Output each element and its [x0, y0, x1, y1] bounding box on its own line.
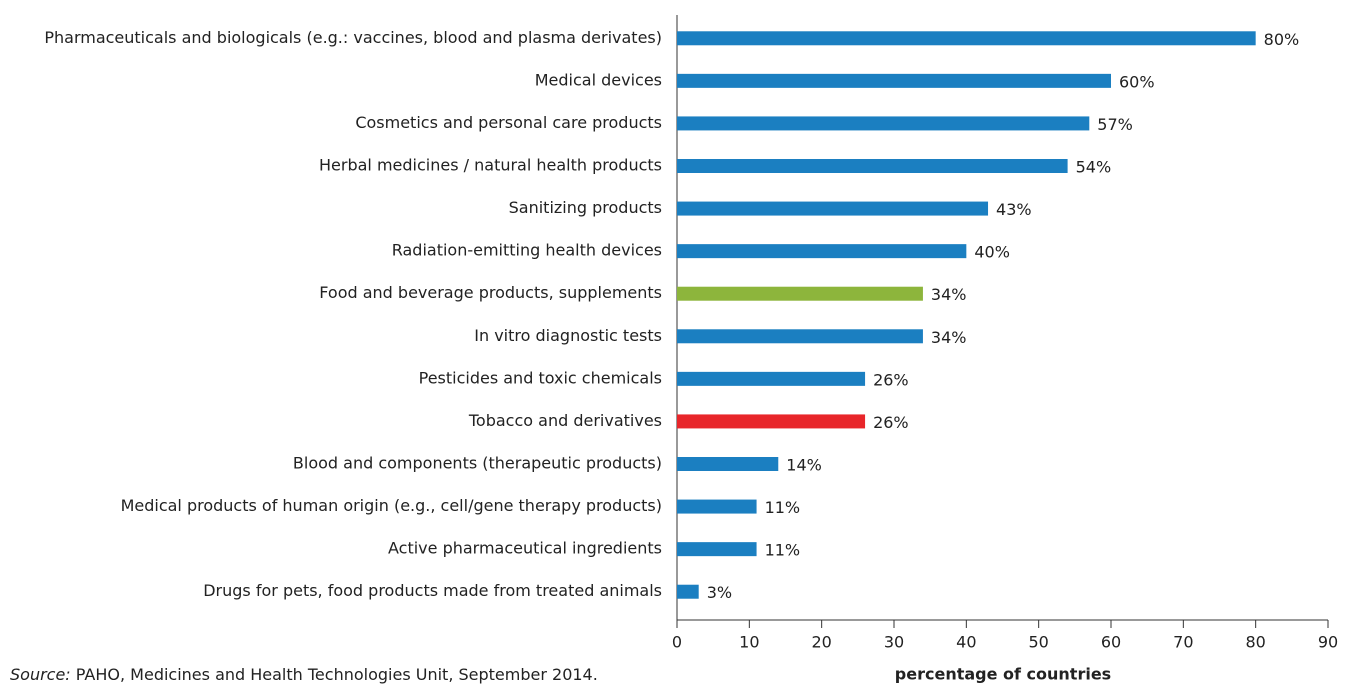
category-label: Active pharmaceutical ingredients: [388, 539, 662, 558]
category-label: Cosmetics and personal care products: [355, 113, 662, 132]
value-label: 60%: [1119, 72, 1155, 91]
source-label: Source:: [10, 665, 71, 684]
bar: [677, 584, 699, 599]
category-label: Food and beverage products, supplements: [319, 283, 662, 302]
category-label: Pesticides and toxic chemicals: [419, 368, 662, 387]
value-label: 57%: [1097, 115, 1133, 134]
category-label: In vitro diagnostic tests: [474, 326, 662, 345]
value-label: 40%: [974, 243, 1010, 262]
value-label: 11%: [765, 541, 801, 560]
category-label: Sanitizing products: [509, 198, 662, 217]
bar: [677, 286, 923, 301]
bar: [677, 414, 866, 429]
value-label: 43%: [996, 200, 1032, 219]
value-label: 26%: [873, 413, 909, 432]
bar: [677, 201, 989, 216]
category-label: Radiation-emitting health devices: [392, 241, 662, 260]
value-label: 34%: [931, 285, 967, 304]
value-label: 14%: [786, 456, 822, 475]
source: Source: PAHO, Medicines and Health Techn…: [10, 665, 598, 684]
x-tick-label: 50: [1028, 633, 1048, 652]
category-label: Blood and components (therapeutic produc…: [293, 454, 662, 473]
category-label: Medical products of human origin (e.g., …: [121, 496, 662, 515]
bar: [677, 159, 1068, 173]
bar: [677, 457, 779, 471]
x-tick-label: 40: [956, 633, 976, 652]
value-label: 11%: [765, 498, 801, 517]
bar: [677, 542, 757, 557]
x-tick-label: 10: [739, 633, 759, 652]
x-tick-label: 60: [1101, 633, 1121, 652]
source-text: PAHO, Medicines and Health Technologies …: [76, 665, 598, 684]
x-tick-label: 0: [672, 633, 682, 652]
value-label: 54%: [1076, 158, 1112, 177]
value-label: 80%: [1264, 30, 1300, 49]
value-label: 3%: [707, 583, 732, 602]
category-label: Herbal medicines / natural health produc…: [319, 156, 662, 175]
bar: [677, 499, 757, 514]
x-tick-label: 90: [1318, 633, 1338, 652]
x-tick-label: 80: [1245, 633, 1265, 652]
category-label: Pharmaceuticals and biologicals (e.g.: v…: [44, 28, 662, 47]
category-label: Drugs for pets, food products made from …: [203, 581, 662, 600]
x-tick-label: 30: [884, 633, 904, 652]
bar: [677, 116, 1090, 131]
x-axis-label: percentage of countries: [895, 665, 1111, 684]
bar: [677, 329, 923, 344]
category-label: Tobacco and derivatives: [468, 411, 662, 430]
bar: [677, 371, 866, 386]
x-tick-label: 20: [811, 633, 831, 652]
bar: [677, 244, 967, 259]
bar: [677, 31, 1256, 46]
value-label: 34%: [931, 328, 967, 347]
x-tick-label: 70: [1173, 633, 1193, 652]
category-label: Medical devices: [535, 70, 662, 89]
bar: [677, 73, 1111, 88]
value-label: 26%: [873, 370, 909, 389]
